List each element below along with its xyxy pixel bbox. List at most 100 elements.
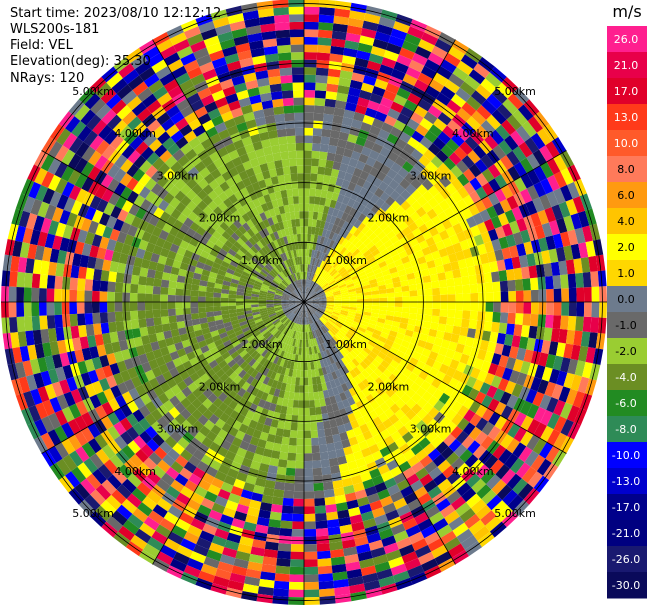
velocity-cell (365, 298, 373, 302)
velocity-cell (153, 294, 161, 302)
velocity-cell (54, 289, 62, 302)
velocity-cell (304, 370, 308, 378)
velocity-cell (323, 482, 334, 491)
velocity-cell (285, 475, 295, 483)
velocity-cell (317, 551, 331, 560)
velocity-cell (24, 273, 33, 288)
velocity-cell (500, 312, 508, 323)
velocity-cell (300, 363, 304, 371)
colorbar: m/s26.021.017.013.010.08.06.04.02.01.00.… (607, 2, 647, 599)
velocity-cell (417, 296, 425, 302)
velocity-cell (290, 37, 304, 45)
velocity-cell (9, 302, 17, 317)
velocity-cell (304, 544, 317, 552)
velocity-cell (298, 408, 304, 416)
velocity-cell (99, 302, 107, 313)
velocity-cell (274, 581, 289, 590)
velocity-cell (284, 422, 291, 430)
velocity-cell (138, 276, 147, 285)
velocity-cell (108, 322, 117, 333)
range-ring-label: 3.00km (157, 423, 199, 436)
velocity-cell (312, 151, 320, 159)
velocity-cell (424, 315, 432, 322)
velocity-cell (599, 286, 607, 302)
velocity-cell (317, 429, 325, 437)
colorbar-label: -21.0 (612, 527, 640, 540)
velocity-cell (291, 423, 298, 431)
velocity-cell (568, 274, 577, 289)
velocity-cell (313, 475, 323, 483)
velocity-cell (304, 211, 309, 219)
velocity-cell (304, 219, 308, 227)
velocity-cell (409, 284, 417, 291)
colorbar-label: 0.0 (617, 293, 635, 306)
velocity-cell (304, 22, 319, 30)
velocity-cell (183, 289, 191, 296)
velocity-cell (409, 290, 417, 296)
velocity-cell (289, 574, 304, 582)
velocity-cell (70, 326, 79, 339)
velocity-cell (168, 315, 176, 323)
velocity-cell (213, 293, 221, 298)
velocity-cell (294, 105, 304, 113)
velocity-cell (318, 22, 333, 31)
velocity-cell (32, 316, 41, 331)
range-ring-label: 3.00km (410, 423, 452, 436)
velocity-cell (236, 298, 244, 302)
velocity-cell (448, 294, 456, 302)
velocity-cell (446, 317, 455, 326)
velocity-cell (168, 295, 176, 302)
velocity-cell (274, 482, 285, 491)
velocity-cell (206, 292, 214, 298)
colorbar-label: -1.0 (615, 319, 636, 332)
velocity-cell (122, 292, 130, 302)
range-ring-label: 4.00km (452, 465, 494, 478)
velocity-cell (531, 290, 539, 302)
colorbar-label: 26.0 (614, 33, 639, 46)
velocity-cell (328, 68, 341, 77)
velocity-cell (130, 284, 138, 293)
velocity-cell (394, 307, 402, 313)
velocity-cell (183, 302, 191, 308)
velocity-cell (138, 319, 147, 328)
velocity-cell (39, 315, 48, 329)
velocity-cell (130, 302, 138, 311)
velocity-cell (554, 302, 562, 315)
velocity-cell (507, 313, 515, 324)
velocity-cell (277, 45, 291, 54)
velocity-cell (54, 276, 63, 289)
velocity-cell (9, 271, 18, 287)
velocity-cell (452, 326, 461, 335)
velocity-cell (304, 363, 308, 371)
colorbar-label: 13.0 (614, 111, 639, 124)
velocity-cell (315, 90, 326, 98)
velocity-cell (289, 582, 304, 590)
velocity-cell (304, 226, 308, 234)
velocity-cell (304, 67, 316, 75)
colorbar-label: -13.0 (612, 475, 640, 488)
velocity-cell (591, 302, 599, 317)
velocity-cell (284, 113, 294, 121)
velocity-cell (290, 559, 304, 567)
velocity-cell (417, 308, 425, 315)
velocity-cell (425, 302, 433, 309)
velocity-cell (282, 505, 293, 513)
velocity-cell (1, 302, 9, 318)
velocity-cell (304, 97, 315, 105)
velocity-cell (251, 299, 259, 302)
range-ring-label: 5.00km (494, 507, 536, 520)
velocity-cell (115, 282, 123, 292)
velocity-cell (176, 315, 184, 322)
velocity-cell (85, 279, 93, 291)
velocity-cell (276, 37, 290, 46)
velocity-cell (447, 310, 455, 318)
velocity-cell (416, 283, 424, 290)
velocity-cell (485, 282, 493, 292)
velocity-cell (316, 520, 328, 528)
velocity-cell (575, 273, 584, 288)
velocity-cell (327, 443, 336, 452)
velocity-cell (145, 294, 153, 302)
velocity-cell (329, 458, 339, 467)
velocity-cell (304, 582, 319, 590)
